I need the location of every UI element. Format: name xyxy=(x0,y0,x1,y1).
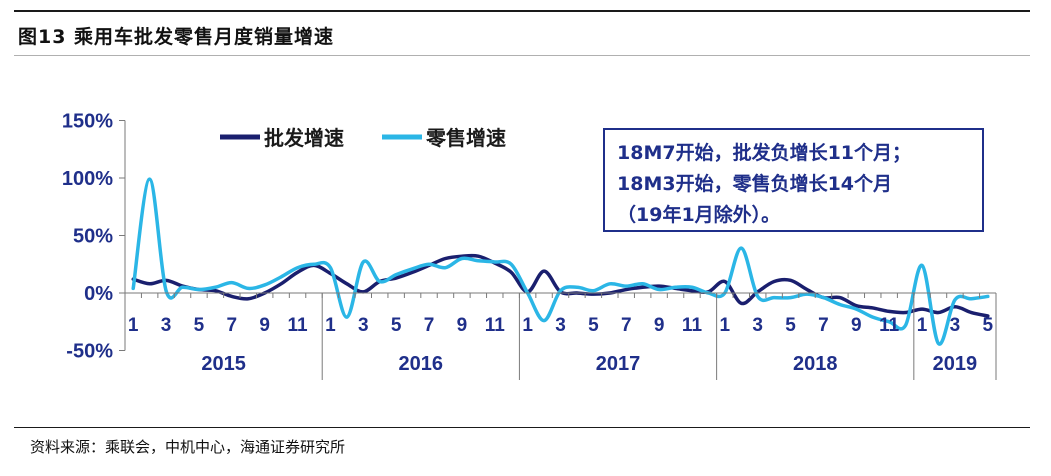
legend-label: 批发增速 xyxy=(264,126,344,150)
source-note: 资料来源：乘联会，中机中心，海通证券研究所 xyxy=(30,438,346,456)
year-label: 2017 xyxy=(596,353,641,375)
month-tick-label: 11 xyxy=(485,315,506,336)
year-label: 2018 xyxy=(793,353,838,375)
y-tick-label: -50% xyxy=(66,341,113,363)
chart-area: -50% 0% 50% 100% 150% 2015 2016 2017 2018 2019 1 3 5… xyxy=(0,60,1051,420)
month-tick-label: 5 xyxy=(982,315,993,336)
y-tick-label: 100% xyxy=(62,168,113,190)
month-tick-label: 9 xyxy=(259,315,270,336)
y-tick-label: 150% xyxy=(62,111,113,133)
annotation-box: 18M7开始，批发负增长11个月； 18M3开始，零售负增长14个月 （19年1… xyxy=(603,128,984,232)
month-tick-label: 5 xyxy=(194,315,205,336)
month-tick-label: 3 xyxy=(950,315,961,336)
month-tick-label: 7 xyxy=(424,315,435,336)
legend-label: 零售增速 xyxy=(425,126,506,150)
annotation-line-2: 18M3开始，零售负增长14个月 xyxy=(617,173,893,195)
legend: 批发增速 零售增速 xyxy=(220,126,506,150)
month-tick-label: 11 xyxy=(682,315,703,336)
month-tick-label: 5 xyxy=(588,315,599,336)
month-tick-label: 1 xyxy=(325,315,336,336)
month-tick-label: 3 xyxy=(555,315,566,336)
year-label: 2015 xyxy=(201,353,246,375)
figure-title: 图13 乘用车批发零售月度销量增速 xyxy=(18,26,335,48)
series-group xyxy=(131,177,990,346)
annotation-line-1: 18M7开始，批发负增长11个月； xyxy=(617,142,912,164)
month-tick-label: 9 xyxy=(654,315,665,336)
month-tick-label: 11 xyxy=(288,315,309,336)
title-bottom-rule xyxy=(14,55,1030,56)
year-label: 2016 xyxy=(399,353,444,375)
year-label: 2019 xyxy=(933,353,978,375)
month-tick-label: 5 xyxy=(785,315,796,336)
annotation-line-3: （19年1月除外）。 xyxy=(617,204,781,226)
month-tick-label: 3 xyxy=(161,315,172,336)
month-tick-label: 9 xyxy=(851,315,862,336)
footer-rule xyxy=(14,427,1030,428)
y-tick-label: 50% xyxy=(73,226,113,248)
y-tick-label: 0% xyxy=(84,283,113,305)
month-tick-label: 7 xyxy=(818,315,829,336)
month-tick-label: 7 xyxy=(621,315,632,336)
month-tick-label: 11 xyxy=(879,315,900,336)
series-line-retail xyxy=(131,177,990,346)
month-tick-label: 3 xyxy=(752,315,763,336)
month-tick-label: 1 xyxy=(522,315,533,336)
month-tick-label: 1 xyxy=(720,315,731,336)
month-tick-label: 9 xyxy=(457,315,468,336)
title-top-rule xyxy=(14,10,1030,12)
month-tick-label: 5 xyxy=(391,315,402,336)
month-tick-label: 1 xyxy=(917,315,928,336)
month-tick-label: 3 xyxy=(358,315,369,336)
month-tick-label: 1 xyxy=(128,315,139,336)
month-tick-label: 7 xyxy=(227,315,238,336)
